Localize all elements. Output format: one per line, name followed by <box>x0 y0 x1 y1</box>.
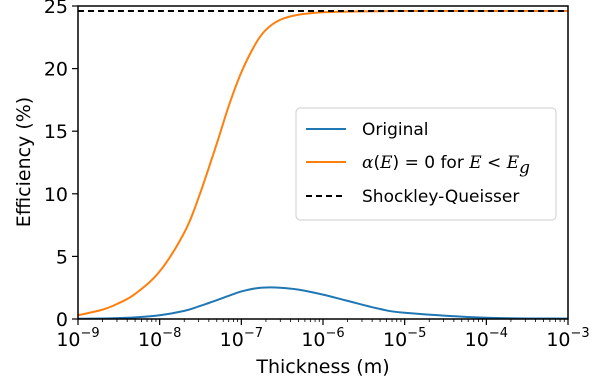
x-tick-label-3: 10−6 <box>301 326 344 351</box>
x-tick-label-0: 10−9 <box>56 326 99 351</box>
legend-label-original: Original <box>362 120 429 140</box>
x-axis-minor-ticks <box>102 319 565 322</box>
x-tick-label-1: 10−8 <box>138 326 181 351</box>
series-layer <box>78 9 568 319</box>
x-axis-ticks: 10−9 10−8 10−7 10−6 10−5 10−4 10−3 <box>56 319 590 351</box>
x-tick-label-2: 10−7 <box>220 326 263 351</box>
legend-label-alpha: α(E) = 0 for E < Eg <box>362 153 530 178</box>
legend: Original α(E) = 0 for E < Eg Shockley-Qu… <box>295 107 557 221</box>
legend-label-shockley-queisser: Shockley-Queisser <box>362 187 519 207</box>
y-tick-label-4: 20 <box>44 59 68 81</box>
y-axis-ticks: 0 5 10 15 20 25 <box>44 0 78 331</box>
x-tick-label-4: 10−5 <box>383 326 426 351</box>
x-tick-label-6: 10−3 <box>546 326 589 351</box>
series-line-0 <box>78 286 568 319</box>
y-axis-label: Efficiency (%) <box>13 97 35 227</box>
y-tick-label-1: 5 <box>56 246 68 268</box>
x-tick-label-5: 10−4 <box>465 326 508 351</box>
y-tick-label-0: 0 <box>56 309 68 331</box>
y-tick-label-2: 10 <box>44 184 68 206</box>
y-tick-label-5: 25 <box>44 0 68 18</box>
y-tick-label-3: 15 <box>44 121 68 143</box>
legend-box <box>295 107 557 221</box>
x-axis-label: Thickness (m) <box>255 356 389 378</box>
